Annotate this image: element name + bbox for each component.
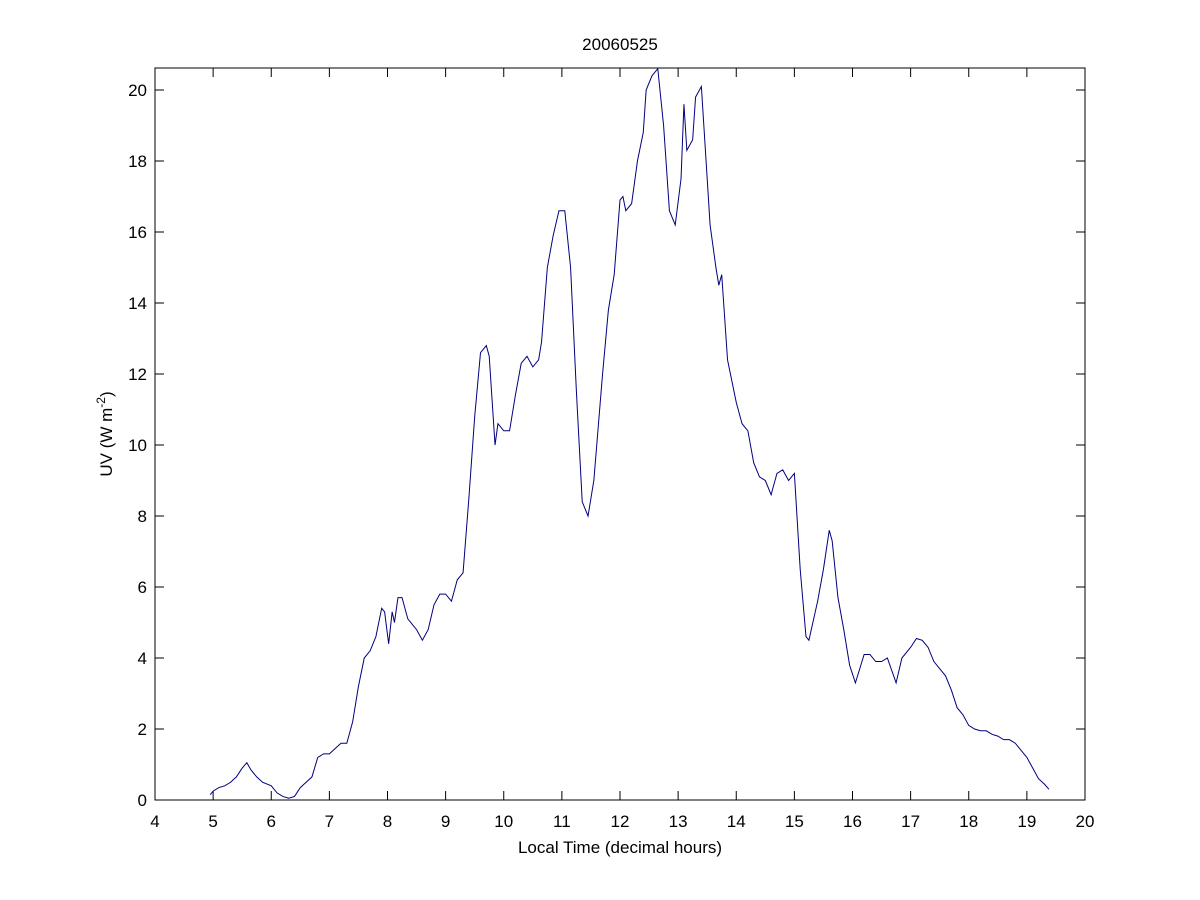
y-tick-label: 14 (128, 294, 147, 313)
x-tick-label: 16 (843, 812, 862, 831)
y-tick-label: 6 (138, 578, 147, 597)
x-tick-label: 14 (727, 812, 746, 831)
y-tick-label: 20 (128, 81, 147, 100)
x-tick-label: 18 (959, 812, 978, 831)
y-tick-label: 4 (138, 649, 147, 668)
x-tick-label: 15 (785, 812, 804, 831)
x-tick-label: 6 (267, 812, 276, 831)
y-tick-label: 0 (138, 791, 147, 810)
y-label-end: ) (97, 391, 116, 397)
y-tick-label: 16 (128, 223, 147, 242)
x-tick-label: 20 (1076, 812, 1095, 831)
data-line (209, 67, 1050, 799)
x-tick-label: 8 (383, 812, 392, 831)
y-axis-label: UV (W m-2) (94, 391, 116, 476)
x-tick-label: 19 (1017, 812, 1036, 831)
x-tick-label: 12 (611, 812, 630, 831)
x-tick-label: 7 (325, 812, 334, 831)
x-tick-label: 4 (150, 812, 159, 831)
y-tick-label: 12 (128, 365, 147, 384)
x-tick-label: 17 (901, 812, 920, 831)
x-tick-label: 10 (494, 812, 513, 831)
y-tick-label: 2 (138, 720, 147, 739)
y-tick-label: 10 (128, 436, 147, 455)
x-tick-label: 13 (669, 812, 688, 831)
y-tick-label: 8 (138, 507, 147, 526)
x-axis-label: Local Time (decimal hours) (518, 838, 722, 857)
x-tick-label: 11 (553, 812, 571, 831)
chart-title: 20060525 (582, 35, 658, 54)
y-label-base: UV (W m (97, 408, 116, 477)
y-tick-label: 18 (128, 152, 147, 171)
y-label-sup: -2 (94, 397, 108, 408)
x-tick-label: 9 (441, 812, 450, 831)
x-tick-label: 5 (208, 812, 217, 831)
